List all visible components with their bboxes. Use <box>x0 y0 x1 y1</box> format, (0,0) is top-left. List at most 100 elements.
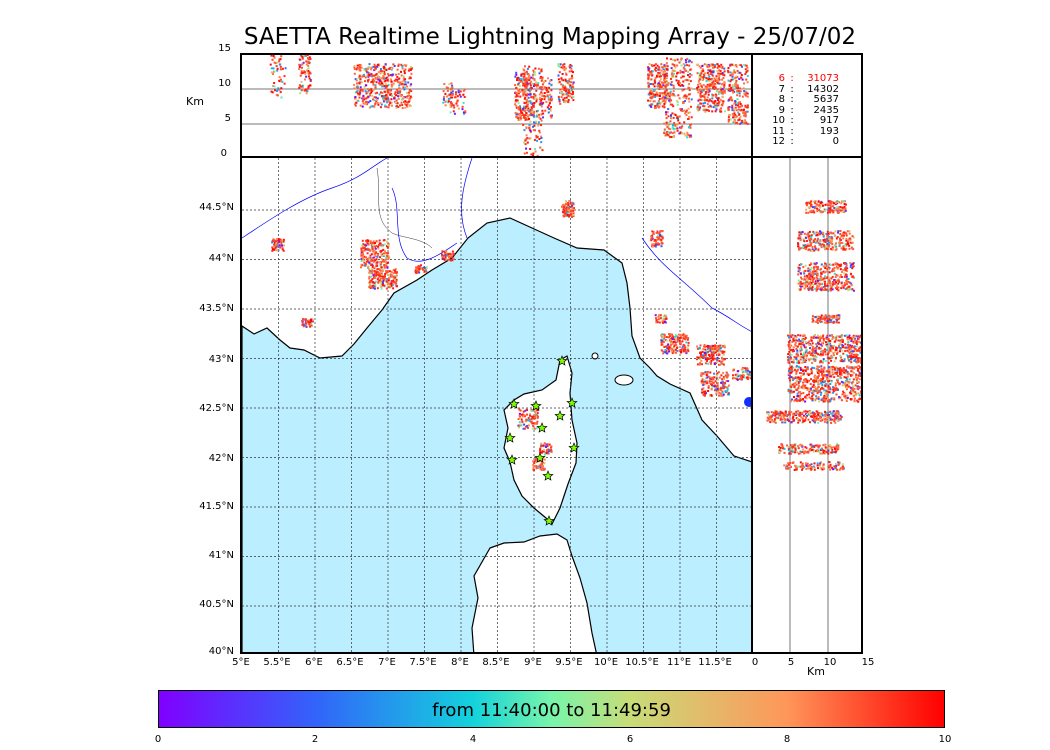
altitude-source-column <box>727 63 749 125</box>
lightning-cluster <box>732 367 751 381</box>
station-star-icon <box>542 470 554 481</box>
station-star-icon <box>554 410 566 421</box>
colorbar-tick: 4 <box>469 734 477 745</box>
altitude-source-band <box>811 314 841 324</box>
map-panel[interactable] <box>240 156 753 654</box>
alt-tick-0: 0 <box>220 148 227 159</box>
river <box>242 158 388 239</box>
lightning-cluster <box>654 314 668 324</box>
station-star-icon <box>506 454 518 465</box>
lon-label: 10.5°E <box>625 657 659 668</box>
lightning-cluster <box>660 333 690 355</box>
capraia-island <box>591 352 599 360</box>
lon-label: 11.5°E <box>698 657 732 668</box>
altitude-source-column <box>522 65 544 156</box>
station-star-icon <box>504 432 516 443</box>
lat-label: 44.5°N <box>199 202 234 213</box>
lat-label: 41.5°N <box>199 501 234 512</box>
lightning-cluster <box>368 268 398 290</box>
lon-label: 9.5°E <box>555 657 583 668</box>
side-tick: 15 <box>861 657 875 668</box>
altitude-source-column <box>696 63 726 113</box>
time-colorbar <box>158 690 945 728</box>
lon-label: 8°E <box>451 657 469 668</box>
legend-row: 8:5637 <box>778 94 839 105</box>
altitude-source-band <box>783 461 845 471</box>
lat-label: 43.5°N <box>199 303 234 314</box>
lightning-cluster <box>532 457 546 471</box>
sea-area <box>242 217 751 652</box>
altitude-source-column <box>442 82 454 107</box>
sardinia-island <box>471 533 597 652</box>
station-star-icon <box>568 442 580 453</box>
legend-row: 11:193 <box>772 125 839 137</box>
station-star-icon <box>534 452 546 463</box>
altitude-source-column <box>353 63 387 109</box>
alt-tick-15: 15 <box>218 43 231 54</box>
altitude-source-column <box>557 63 575 105</box>
altitude-time-panel <box>240 53 753 158</box>
lightning-cluster <box>414 264 428 274</box>
lon-label: 7°E <box>378 657 396 668</box>
colorbar-tick: 2 <box>311 734 319 745</box>
flash-count-legend: 6:31073 7:14302 8:5637 9:2435 10:917 11:… <box>762 73 842 148</box>
lat-label: 40°N <box>208 646 234 657</box>
corsica-island <box>503 355 578 526</box>
lat-label: 40.5°N <box>199 599 234 610</box>
lon-label: 10°E <box>593 657 619 668</box>
lightning-cluster <box>441 250 455 262</box>
station-star-icon <box>556 355 568 366</box>
lon-label: 7.5°E <box>409 657 437 668</box>
side-tick: 0 <box>751 657 759 668</box>
legend-row: 7:14302 <box>778 83 839 95</box>
lon-label: 9°E <box>524 657 542 668</box>
side-unit-label: Km <box>807 665 825 678</box>
lightning-cluster <box>696 344 726 366</box>
altitude-source-band <box>787 334 861 364</box>
lat-label: 44°N <box>208 253 234 264</box>
lon-label: 6.5°E <box>336 657 364 668</box>
legend-row: 9:2435 <box>778 104 839 116</box>
alt-tick-10: 10 <box>218 78 231 89</box>
river <box>391 187 458 262</box>
lat-label: 43°N <box>208 354 234 365</box>
altitude-source-band <box>797 230 855 252</box>
altitude-source-column <box>663 57 693 139</box>
lon-label: 11°E <box>666 657 692 668</box>
elba-island <box>614 374 634 386</box>
river <box>641 237 751 332</box>
altitude-source-column <box>298 55 312 95</box>
blue-marker <box>744 397 751 407</box>
lon-label: 5.5°E <box>263 657 291 668</box>
alt-tick-5: 5 <box>224 113 231 124</box>
colorbar-tick: 6 <box>626 734 634 745</box>
side-tick: 5 <box>787 657 795 668</box>
lightning-cluster <box>700 371 730 397</box>
chart-title: SAETTA Realtime Lightning Mapping Array … <box>243 24 857 50</box>
alt-unit-label: Km <box>186 95 204 108</box>
altitude-source-column <box>539 77 553 119</box>
altitude-source-band <box>778 443 840 455</box>
station-star-icon <box>566 397 578 408</box>
lon-label: 5°E <box>232 657 250 668</box>
legend-row: 10:917 <box>772 115 839 126</box>
lat-label: 42.5°N <box>199 403 234 414</box>
country-border <box>376 167 433 249</box>
station-star-icon <box>508 398 520 409</box>
lightning-cluster <box>650 230 664 248</box>
altitude-source-band <box>787 365 861 403</box>
colorbar-time-range: from 11:40:00 to 11:49:59 <box>432 700 671 721</box>
station-star-icon <box>536 422 548 433</box>
river <box>461 158 473 239</box>
lightning-cluster <box>561 200 575 218</box>
colorbar-tick: 0 <box>154 734 162 745</box>
lon-label: 8.5°E <box>482 657 510 668</box>
colorbar-tick: 10 <box>938 734 952 745</box>
lightning-cluster <box>271 238 285 252</box>
lightning-cluster <box>539 442 553 456</box>
lat-label: 42°N <box>208 453 234 464</box>
side-tick: 10 <box>823 657 837 668</box>
altitude-latitude-panel <box>751 156 863 654</box>
altitude-source-column <box>449 88 467 115</box>
colorbar-tick: 8 <box>783 734 791 745</box>
